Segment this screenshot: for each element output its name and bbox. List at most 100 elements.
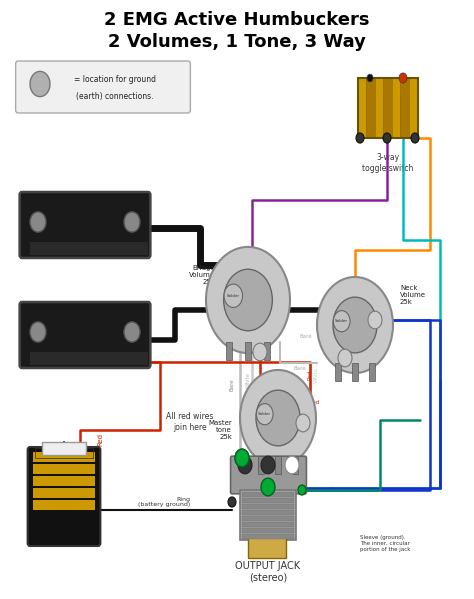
Bar xyxy=(42,442,86,455)
Bar xyxy=(242,510,294,515)
Circle shape xyxy=(253,343,267,361)
Text: Neck
Volume
25k: Neck Volume 25k xyxy=(400,285,426,305)
Circle shape xyxy=(338,349,352,367)
Text: 2 EMG Active Humbuckers: 2 EMG Active Humbuckers xyxy=(104,11,370,29)
Bar xyxy=(30,242,148,255)
Circle shape xyxy=(399,73,407,83)
Text: All red wires
join here: All red wires join here xyxy=(166,412,214,432)
Text: OUTPUT JACK
(stereo): OUTPUT JACK (stereo) xyxy=(236,561,301,583)
Bar xyxy=(358,78,366,138)
Bar xyxy=(30,352,148,365)
Text: Bare: Bare xyxy=(229,379,235,391)
Bar xyxy=(292,456,298,474)
Text: = location for ground: = location for ground xyxy=(74,74,156,83)
Circle shape xyxy=(30,71,50,96)
Circle shape xyxy=(296,414,310,432)
Circle shape xyxy=(235,449,249,467)
Bar xyxy=(242,516,294,521)
Bar xyxy=(248,535,286,558)
Circle shape xyxy=(261,478,275,496)
Circle shape xyxy=(228,497,236,507)
Text: (earth) connections.: (earth) connections. xyxy=(76,92,154,101)
Bar xyxy=(366,78,375,138)
Circle shape xyxy=(333,297,377,353)
FancyBboxPatch shape xyxy=(230,456,306,494)
Bar xyxy=(240,490,296,540)
Circle shape xyxy=(240,370,316,466)
Bar xyxy=(35,448,93,458)
Circle shape xyxy=(30,212,46,232)
Text: Bridge
Volume
25k: Bridge Volume 25k xyxy=(189,265,215,285)
Text: Solder: Solder xyxy=(338,356,352,360)
Text: Red: Red xyxy=(310,400,320,404)
Circle shape xyxy=(298,485,306,495)
Bar xyxy=(335,363,341,381)
Circle shape xyxy=(333,311,350,332)
Circle shape xyxy=(235,449,249,467)
Circle shape xyxy=(261,456,275,474)
Circle shape xyxy=(285,456,299,474)
Text: Master
tone
25k: Master tone 25k xyxy=(208,420,232,440)
Circle shape xyxy=(256,404,273,425)
Bar xyxy=(242,522,294,527)
Bar xyxy=(33,488,95,498)
Text: EMG: EMG xyxy=(94,243,118,253)
Bar xyxy=(242,528,294,533)
Circle shape xyxy=(368,311,382,329)
Circle shape xyxy=(124,322,140,342)
Bar xyxy=(226,342,232,360)
Bar xyxy=(369,363,375,381)
Circle shape xyxy=(238,456,252,474)
Circle shape xyxy=(367,74,373,82)
Text: 2 Volumes, 1 Tone, 3 Way: 2 Volumes, 1 Tone, 3 Way xyxy=(108,33,366,51)
Text: Solder: Solder xyxy=(254,350,266,354)
Circle shape xyxy=(411,133,419,143)
Bar xyxy=(383,78,392,138)
Bar xyxy=(242,504,294,509)
Text: Red: Red xyxy=(308,370,312,380)
Text: Bare: Bare xyxy=(300,334,312,340)
Bar xyxy=(33,464,95,474)
Circle shape xyxy=(124,212,140,232)
FancyBboxPatch shape xyxy=(19,302,150,368)
Bar xyxy=(264,342,270,360)
Circle shape xyxy=(30,322,46,342)
Text: Solder: Solder xyxy=(227,294,240,298)
Bar xyxy=(33,476,95,486)
Text: Solder: Solder xyxy=(368,318,382,322)
Text: Solder: Solder xyxy=(296,421,310,425)
Circle shape xyxy=(256,390,300,446)
Text: Red: Red xyxy=(97,434,103,446)
Circle shape xyxy=(383,133,391,143)
FancyBboxPatch shape xyxy=(16,61,191,113)
Text: White: White xyxy=(246,372,250,388)
Bar xyxy=(400,78,409,138)
FancyBboxPatch shape xyxy=(19,192,150,258)
Text: Bare: Bare xyxy=(294,365,306,371)
Bar xyxy=(409,78,418,138)
Bar xyxy=(245,342,251,360)
Bar xyxy=(375,78,383,138)
Circle shape xyxy=(356,133,364,143)
Text: Ring
(battery ground): Ring (battery ground) xyxy=(138,497,190,507)
Text: Red: Red xyxy=(70,455,74,465)
Bar xyxy=(275,456,281,474)
Text: Solder: Solder xyxy=(335,319,348,323)
Text: 9-Volt
Battery: 9-Volt Battery xyxy=(44,494,84,516)
Circle shape xyxy=(224,284,243,307)
Text: Tip (hot output): Tip (hot output) xyxy=(330,488,379,492)
Text: Solder: Solder xyxy=(32,81,48,86)
Bar xyxy=(242,492,294,497)
Text: Sleeve (ground).
The inner, circular
portion of the jack: Sleeve (ground). The inner, circular por… xyxy=(360,535,410,552)
Bar xyxy=(352,363,358,381)
Text: White: White xyxy=(313,367,319,383)
Circle shape xyxy=(224,269,273,331)
Text: EMG: EMG xyxy=(94,353,118,363)
Text: Solder: Solder xyxy=(258,412,271,416)
Circle shape xyxy=(206,247,290,353)
Bar xyxy=(242,498,294,503)
Bar xyxy=(242,534,294,539)
FancyBboxPatch shape xyxy=(27,447,100,546)
Bar xyxy=(33,452,95,462)
Bar xyxy=(392,78,400,138)
